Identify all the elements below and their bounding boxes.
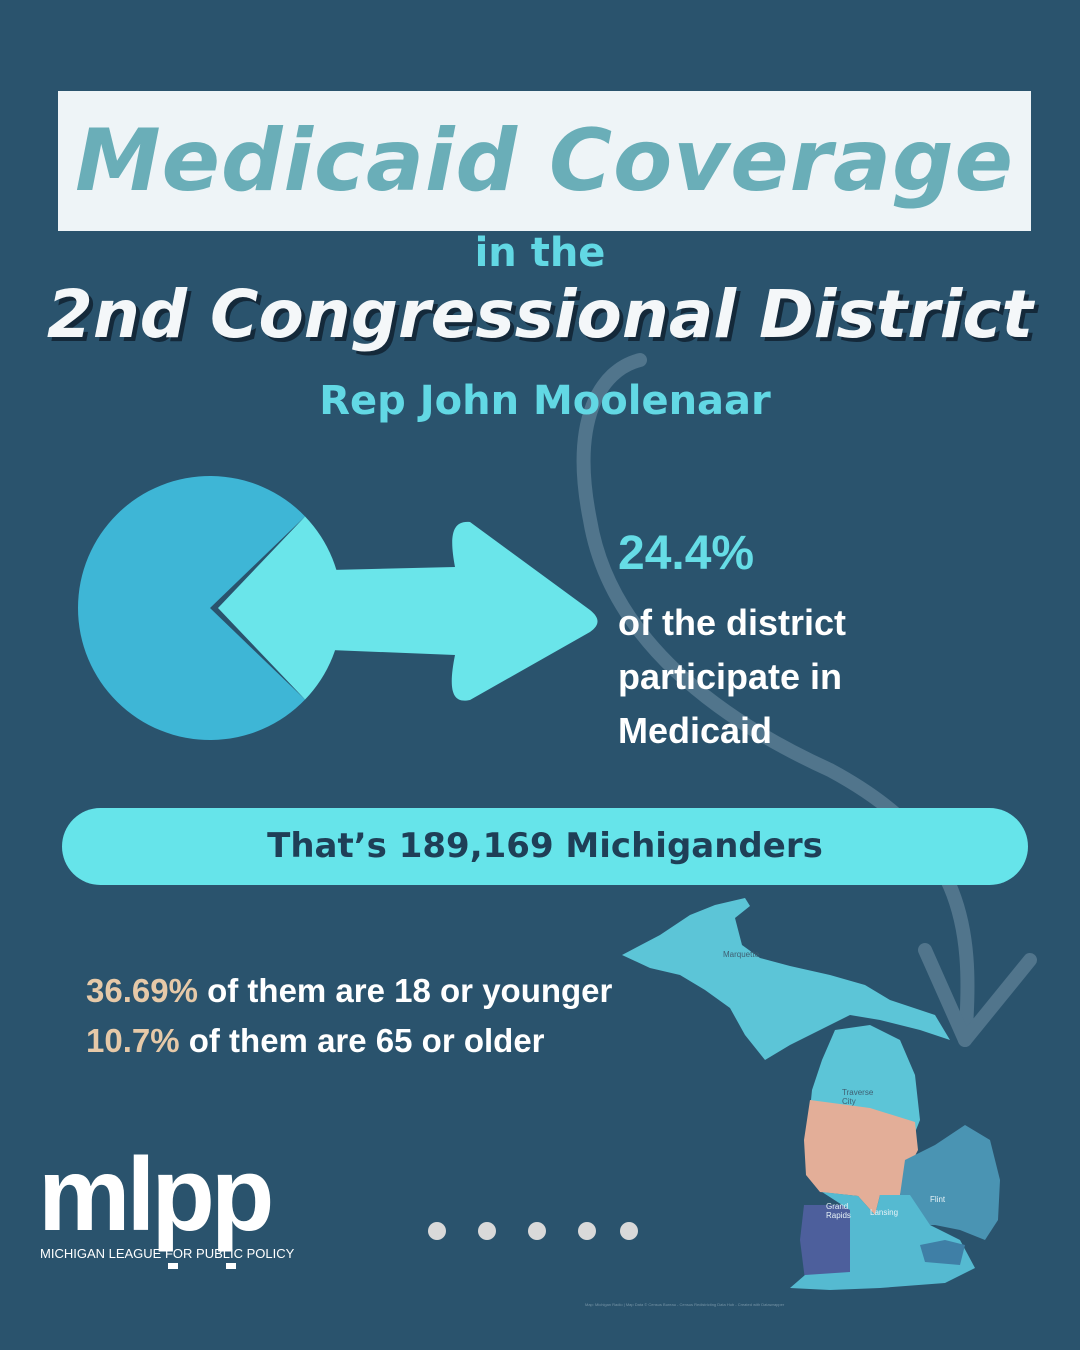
- pie-remaining-slice: [78, 476, 306, 740]
- map-label-flint: Flint: [930, 1195, 946, 1204]
- michiganders-count: That’s 189,169 Michiganders: [267, 826, 823, 866]
- pagination-dot[interactable]: [428, 1222, 446, 1240]
- medicaid-percent: 24.4%: [618, 527, 755, 580]
- upper-peninsula: [622, 898, 950, 1060]
- district-2: [804, 1100, 918, 1215]
- youth-percent: 36.69%: [86, 972, 198, 1009]
- senior-percent: 10.7%: [86, 1022, 180, 1059]
- map-label-marquette: Marquette: [723, 950, 760, 959]
- right-arrow-icon: [330, 521, 598, 701]
- west-region: [800, 1205, 850, 1280]
- senior-stat: 10.7% of them are 65 or older: [86, 1016, 612, 1066]
- logo-accent-marks: [168, 1263, 240, 1271]
- michiganders-banner: That’s 189,169 Michiganders: [62, 808, 1028, 885]
- thumb-region: [900, 1125, 1000, 1240]
- pagination-dot[interactable]: [578, 1222, 596, 1240]
- pagination-dot[interactable]: [620, 1222, 638, 1240]
- representative-name: Rep John Moolenaar: [319, 378, 771, 424]
- pagination-dot[interactable]: [478, 1222, 496, 1240]
- pagination-dot[interactable]: [528, 1222, 546, 1240]
- mlpp-logo: mlpp: [38, 1137, 274, 1253]
- south-central-region: [790, 1192, 975, 1290]
- map-label-traverse-city: Traverse City: [842, 1088, 874, 1106]
- demographics-stats: 36.69% of them are 18 or younger 10.7% o…: [86, 966, 612, 1066]
- youth-stat: 36.69% of them are 18 or younger: [86, 966, 612, 1016]
- map-source-credit: Map: Michigan Radio | Map Data © Census …: [585, 1302, 785, 1307]
- pagination-dots: [428, 1222, 648, 1242]
- map-label-grand-rapids: Grand Rapids: [826, 1202, 851, 1220]
- mlpp-logo-subtitle: MICHIGAN LEAGUE FOR PUBLIC POLICY: [40, 1246, 295, 1261]
- district-heading: 2nd Congressional District: [46, 276, 1034, 353]
- senior-text: of them are 65 or older: [179, 1022, 545, 1059]
- southeast-region: [920, 1240, 965, 1265]
- medicaid-percent-description: of the district participate in Medicaid: [618, 602, 847, 751]
- youth-text: of them are 18 or younger: [197, 972, 613, 1009]
- map-label-lansing: Lansing: [870, 1208, 899, 1217]
- subtitle-connector: in the: [474, 230, 606, 276]
- pie-medicaid-slice: [218, 516, 343, 700]
- page-title: Medicaid Coverage: [75, 111, 1014, 211]
- title-banner: Medicaid Coverage: [58, 91, 1031, 231]
